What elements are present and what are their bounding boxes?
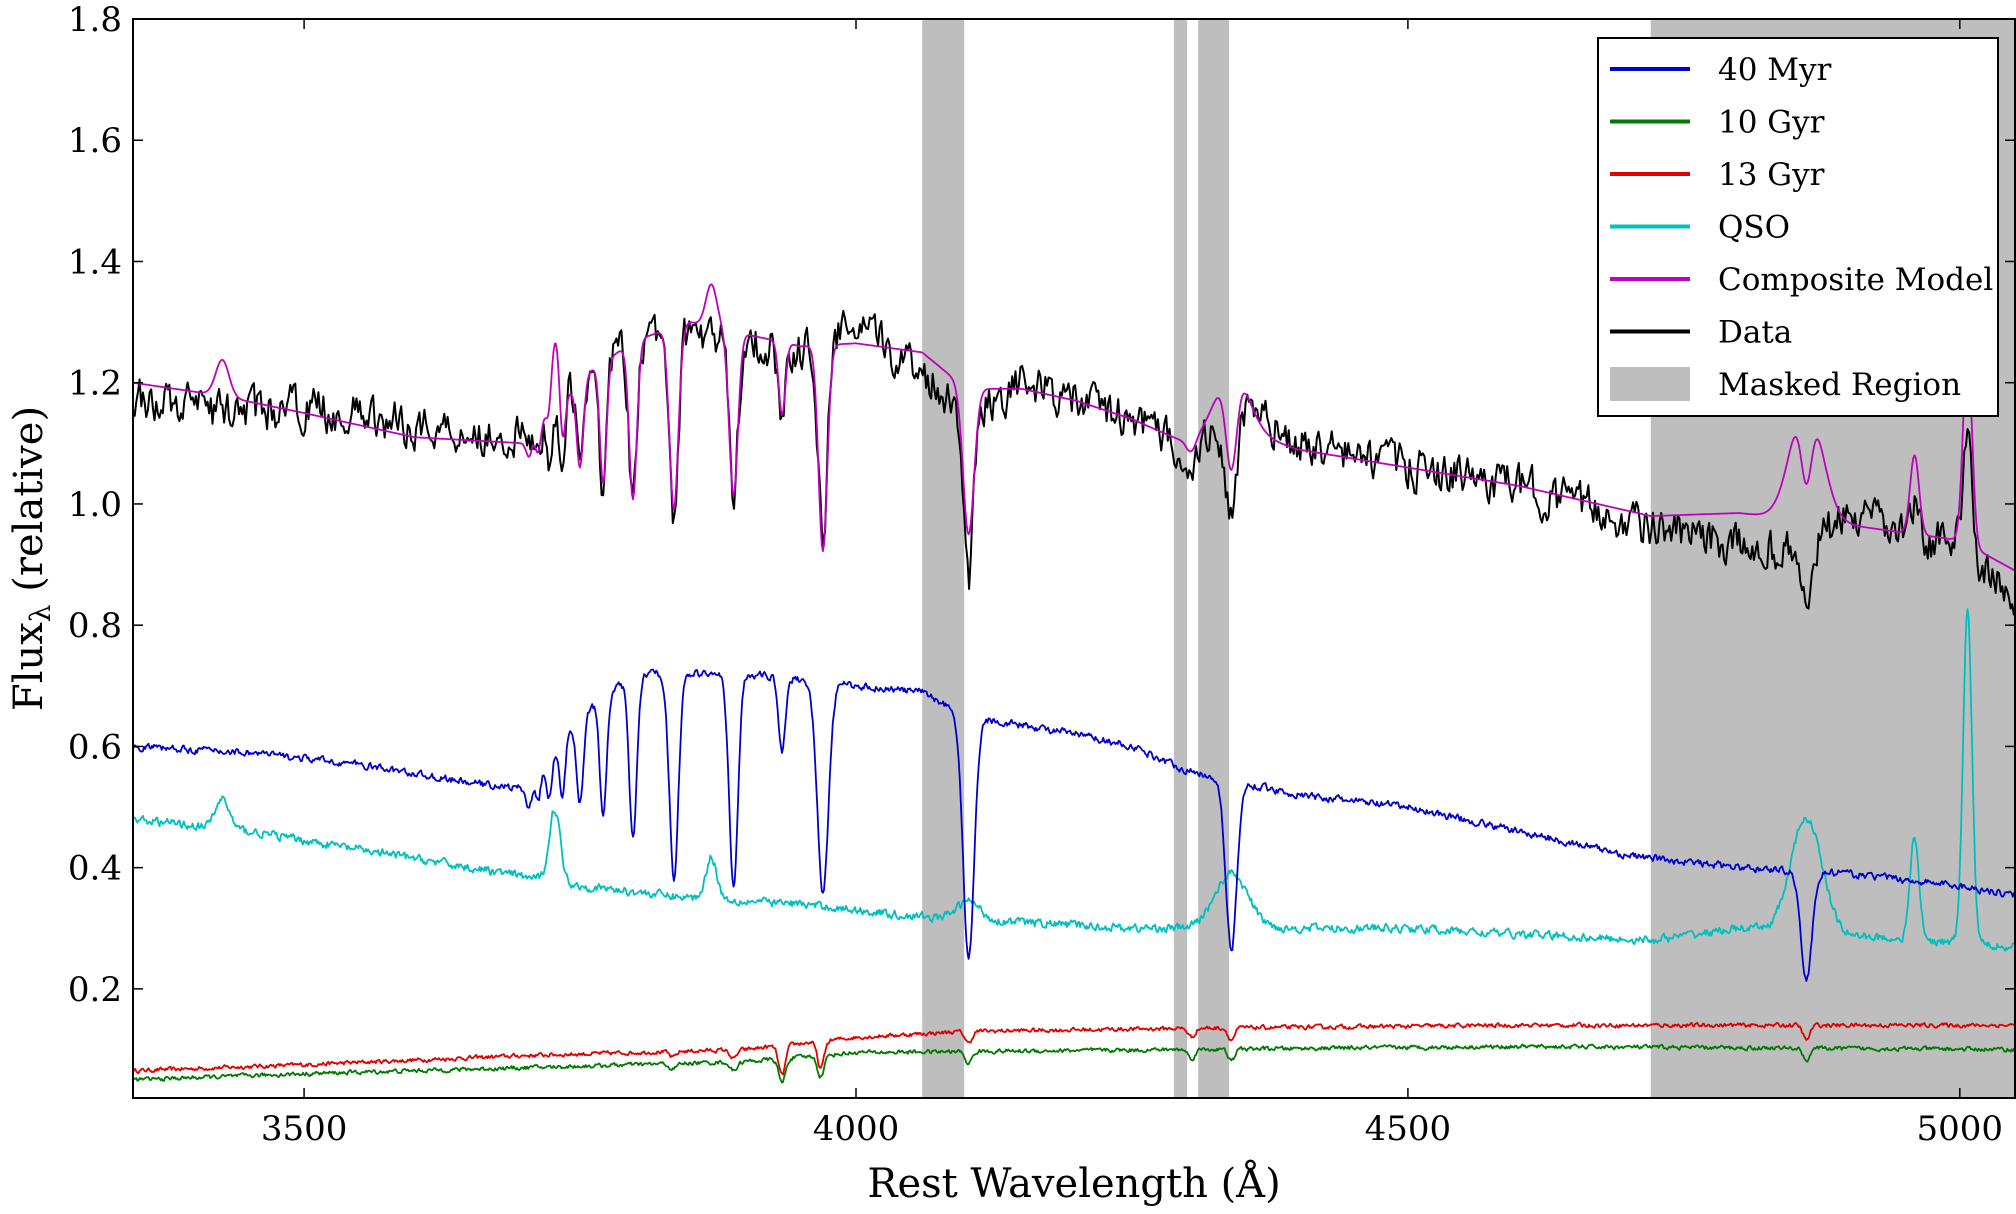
series-line-composite-model — [133, 283, 2015, 572]
masked-region-1 — [922, 19, 965, 1098]
x-tick-label: 3500 — [261, 1109, 348, 1149]
series-line-10-gyr — [133, 1043, 2015, 1084]
series-line-40-myr — [133, 668, 2015, 982]
y-axis-label: Fluxλ (relative) — [6, 406, 57, 711]
x-tick-label: 4000 — [813, 1109, 900, 1149]
tick-labels: 3500 4000 4500 5000 0.2 0.4 0.6 0.8 1.0 1.2 1.4 1.6… — [68, 0, 2003, 1149]
y-axis-label-rest: (relative) — [6, 406, 52, 605]
series-lines — [133, 283, 2015, 1084]
series-line-13-gyr — [133, 1021, 2015, 1076]
y-axis-label-main: Flux — [6, 622, 52, 711]
y-tick-label: 1.2 — [68, 364, 122, 404]
masked-region-2 — [1173, 19, 1188, 1098]
y-axis-label-sub: λ — [24, 604, 57, 622]
series-line-qso — [133, 608, 2015, 952]
legend-label-data: Data — [1718, 315, 1792, 351]
x-tick-label: 5000 — [1917, 1109, 2004, 1149]
y-tick-label: 1.4 — [68, 242, 122, 282]
plot-frame — [132, 18, 2016, 1099]
legend: 40 Myr 10 Gyr 13 Gyr QSO Composite Model Data… — [1597, 37, 1999, 417]
y-tick-label: 0.8 — [68, 606, 122, 646]
legend-label-qso: QSO — [1718, 210, 1790, 246]
legend-label-13-gyr: 13 Gyr — [1718, 157, 1825, 193]
series-line-data — [133, 309, 2015, 616]
legend-label-masked-region: Masked Region — [1718, 367, 1961, 403]
y-tick-label: 0.6 — [68, 727, 122, 767]
y-tick-label: 1.0 — [68, 485, 122, 525]
x-tick-label: 4500 — [1365, 1109, 1452, 1149]
x-axis-label: Rest Wavelength (Å) — [867, 1160, 1280, 1207]
y-tick-label: 0.4 — [68, 849, 122, 889]
y-tick-label: 1.6 — [68, 121, 122, 161]
legend-label-10-gyr: 10 Gyr — [1718, 105, 1825, 141]
legend-label-composite-model: Composite Model — [1718, 262, 1993, 298]
y-tick-label: 1.8 — [68, 0, 122, 40]
masked-region-3 — [1198, 19, 1230, 1098]
legend-swatch-masked-region — [1610, 367, 1690, 401]
legend-label-40-myr: 40 Myr — [1718, 52, 1832, 88]
y-tick-label: 0.2 — [68, 970, 122, 1010]
axis-ticks — [133, 18, 2015, 1098]
